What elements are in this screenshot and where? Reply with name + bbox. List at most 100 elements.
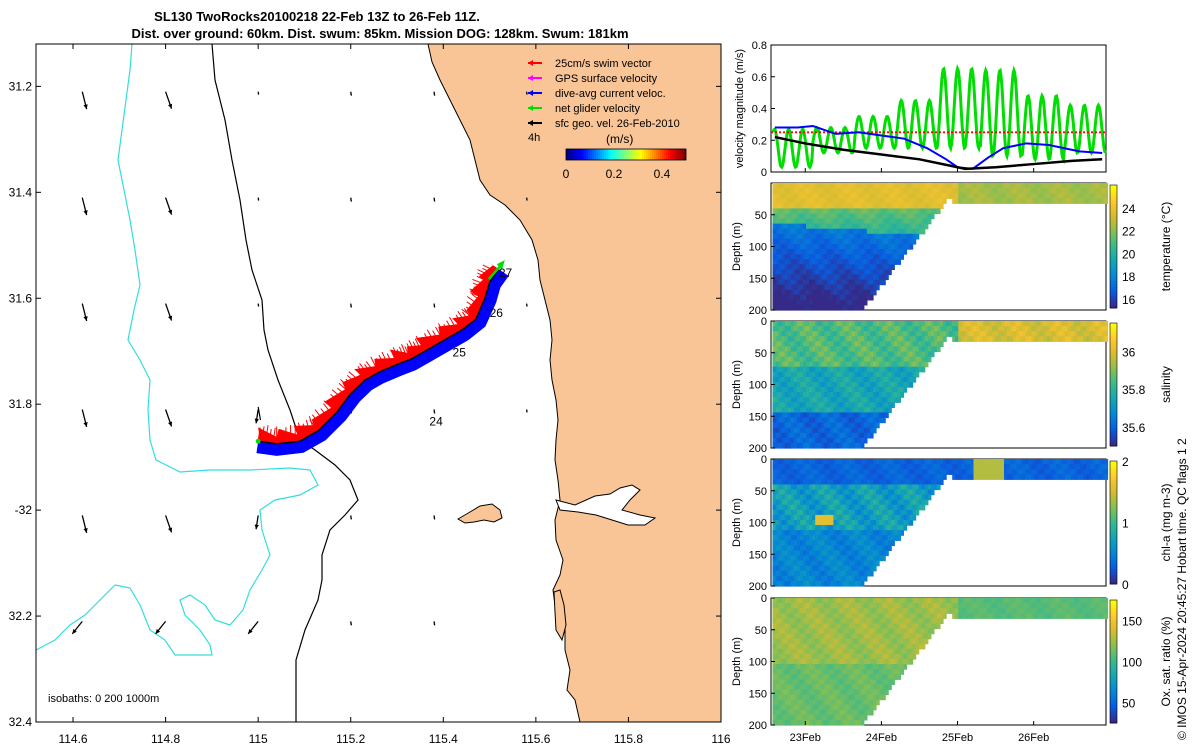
- section-cell: [854, 479, 859, 485]
- section-cell: [775, 633, 780, 640]
- map-ytick-label: 31.2: [9, 79, 33, 93]
- section-cell: [921, 499, 926, 506]
- section-cell: [772, 193, 777, 199]
- section-cell: [903, 520, 908, 526]
- section-cell: [833, 361, 837, 368]
- section-cell: [772, 259, 777, 265]
- section-cell: [781, 422, 786, 429]
- section-cell: [784, 504, 789, 511]
- map-panel[interactable]: 114.6 114.8 115 115.2 115.4 115.6 115.8 11631.2…: [9, 43, 731, 746]
- section-cell: [827, 679, 831, 685]
- section-cell: [806, 474, 810, 480]
- section-cell: [851, 459, 856, 465]
- section-cell: [1010, 193, 1014, 199]
- section-cell: [845, 356, 850, 363]
- section-cell: [873, 494, 877, 501]
- section-cell: [946, 193, 950, 199]
- section-cell: [815, 520, 819, 526]
- colorbar-tick-label: 0.4: [654, 167, 671, 181]
- section-cell: [848, 259, 853, 265]
- section-cell: [1089, 198, 1093, 204]
- section-cell: [909, 479, 914, 485]
- section-colorbar-tick: 18: [1122, 270, 1136, 284]
- section-cell: [806, 653, 810, 660]
- section-cell: [839, 351, 844, 358]
- section-cell: [857, 264, 862, 270]
- geo-arrow-head: [254, 418, 259, 424]
- section-colorbar-cell: [1110, 218, 1117, 223]
- section-cell: [870, 474, 874, 480]
- section-cell: [1089, 193, 1093, 199]
- section-cell: [866, 289, 871, 296]
- section-cell: [833, 504, 837, 511]
- section-cell: [863, 387, 868, 393]
- section-cell: [1083, 331, 1087, 337]
- section-cell: [848, 254, 853, 260]
- section-cell: [778, 244, 783, 250]
- section-cell: [796, 294, 801, 301]
- section-cell: [778, 535, 783, 541]
- section-cell: [857, 417, 862, 424]
- section-cell: [824, 633, 828, 640]
- section-cell: [909, 366, 914, 373]
- section-cell: [851, 570, 856, 577]
- section-cell: [833, 228, 837, 235]
- section-cell: [1022, 198, 1026, 204]
- section-cell: [854, 188, 859, 194]
- section-cell: [784, 653, 789, 660]
- section-cell: [818, 371, 822, 378]
- section-cell: [809, 361, 813, 368]
- glider-track[interactable]: [255, 260, 509, 456]
- section-cell: [842, 469, 847, 475]
- section-cell: [991, 474, 996, 480]
- section-cell: [924, 321, 929, 327]
- section-cell: [921, 188, 926, 194]
- colorbar-cell: [602, 149, 605, 160]
- section-cell: [778, 530, 783, 536]
- section-cell: [803, 530, 807, 536]
- section-cell: [961, 469, 965, 475]
- section-cell: [818, 464, 822, 470]
- section-cell: [906, 361, 911, 368]
- section-cell: [1092, 469, 1096, 475]
- section-cell: [888, 509, 892, 516]
- section-cell: [909, 188, 914, 194]
- section-cell: [848, 341, 853, 347]
- section-cell: [848, 530, 853, 536]
- section-cell: [857, 233, 862, 240]
- section-cell: [1064, 193, 1069, 199]
- section-cell: [894, 530, 898, 536]
- section-cell: [806, 638, 810, 645]
- section-cell: [845, 525, 850, 531]
- section-colorbar-cell: [1110, 491, 1117, 496]
- section-cell: [906, 321, 911, 327]
- section-cell: [818, 459, 822, 465]
- swim-vector: [465, 306, 478, 316]
- section-colorbar-cell: [1110, 261, 1117, 266]
- section-cell: [1055, 183, 1060, 189]
- section-cell: [799, 321, 804, 327]
- section-cell: [997, 464, 1002, 470]
- section-cell: [918, 479, 923, 485]
- section-cell: [897, 213, 901, 220]
- section-cell: [851, 535, 856, 541]
- section-cell: [812, 684, 816, 691]
- colorbar-cell: [580, 149, 583, 160]
- section-cell: [937, 464, 941, 470]
- section-cell: [842, 464, 847, 470]
- section-cell: [973, 336, 978, 342]
- section-cell: [803, 264, 807, 270]
- section-cell: [775, 598, 780, 604]
- section-cell: [940, 336, 944, 342]
- section-cell: [836, 464, 841, 470]
- section-cell: [1028, 193, 1032, 199]
- section-cell: [824, 623, 828, 630]
- section-cell: [845, 514, 850, 521]
- section-cell: [772, 437, 777, 444]
